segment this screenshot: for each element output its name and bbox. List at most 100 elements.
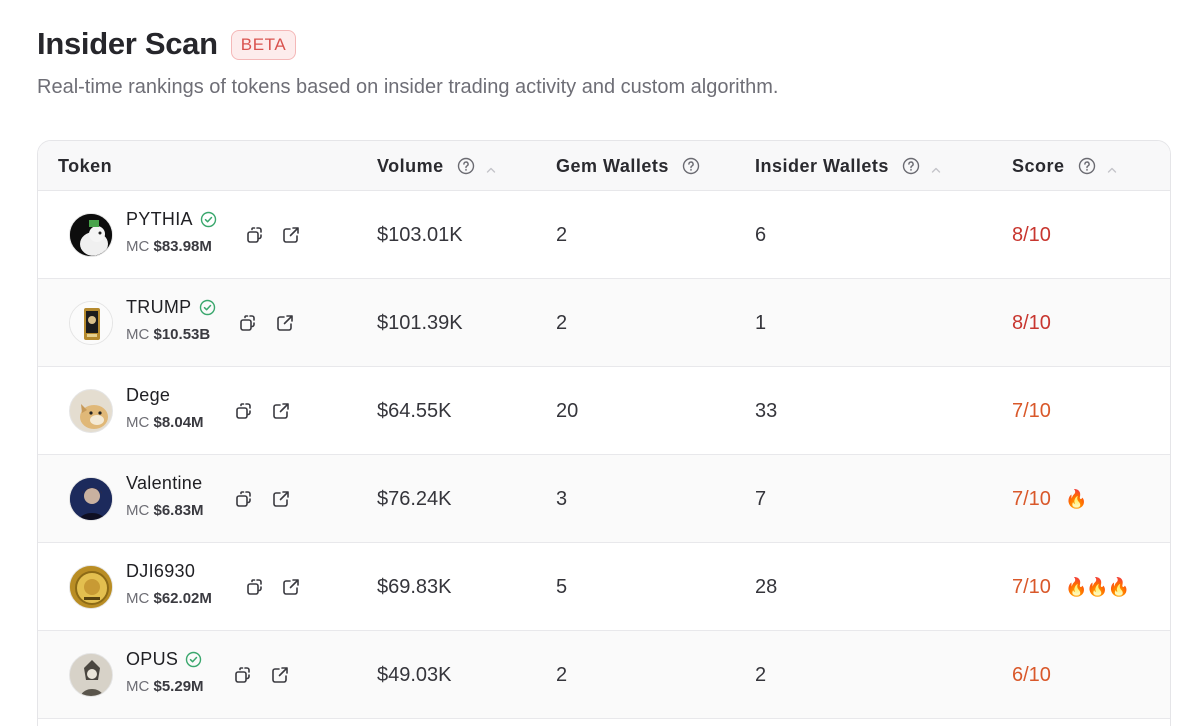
help-circle-icon[interactable] — [682, 157, 700, 175]
score-value: 7/10 — [1012, 575, 1051, 598]
token-name-text: PYTHIA — [126, 209, 193, 229]
volume-cell: $69.83K — [377, 575, 452, 598]
token-name[interactable]: PYTHIA — [126, 209, 217, 230]
market-cap-value: $6.83M — [153, 502, 204, 519]
score-cell: 7/10 — [1012, 367, 1051, 455]
gem-wallets-cell: 2 — [556, 223, 568, 246]
token-name-text: DJI6930 — [126, 561, 196, 581]
market-cap-label: MC — [126, 326, 150, 343]
rankings-table: Token Volume Gem Wallets Insider Wallets — [37, 140, 1171, 726]
column-label-gem-wallets: Gem Wallets — [556, 155, 669, 176]
market-cap: MC $10.53B — [126, 326, 210, 343]
fire-icon: 🔥 — [1064, 488, 1087, 509]
volume-cell: $103.01K — [377, 223, 463, 246]
token-avatar — [69, 653, 113, 697]
gem-wallets-cell: 2 — [556, 311, 568, 334]
token-name[interactable]: Dege — [126, 385, 170, 406]
help-circle-icon[interactable] — [902, 157, 920, 175]
score-cell: 7/10 🔥 — [1012, 455, 1087, 543]
token-avatar — [69, 389, 113, 433]
gem-wallets-cell: 2 — [556, 663, 568, 686]
token-name[interactable]: OPUS — [126, 649, 202, 670]
insider-wallets-cell: 1 — [755, 311, 767, 334]
volume-cell: $101.39K — [377, 311, 463, 334]
token-avatar — [69, 301, 113, 345]
copy-icon[interactable] — [234, 489, 254, 509]
volume-cell: $76.24K — [377, 487, 452, 510]
fire-icon: 🔥🔥🔥 — [1064, 576, 1130, 597]
token-name[interactable]: TRUMP — [126, 297, 216, 318]
volume-cell: $64.55K — [377, 399, 452, 422]
external-link-icon[interactable] — [270, 665, 290, 685]
external-link-icon[interactable] — [281, 577, 301, 597]
market-cap-value: $10.53B — [153, 326, 211, 343]
page-subtitle: Real-time rankings of tokens based on in… — [37, 76, 779, 98]
table-row[interactable]: Dege MC $8.04M $64.55K 20 33 7/10 — [38, 367, 1170, 455]
column-header-gem-wallets[interactable]: Gem Wallets — [556, 141, 700, 191]
table-row[interactable]: Valentine MC $6.83M $76.24K 3 7 7/10 🔥 — [38, 455, 1170, 543]
score-value: 8/10 — [1012, 223, 1051, 246]
verified-check-icon — [185, 651, 202, 668]
external-link-icon[interactable] — [275, 313, 295, 333]
help-circle-icon[interactable] — [1078, 157, 1096, 175]
token-name-text: Valentine — [126, 473, 203, 493]
table-header: Token Volume Gem Wallets Insider Wallets — [38, 141, 1170, 191]
token-name-text: OPUS — [126, 649, 179, 669]
sort-up-icon[interactable] — [1106, 160, 1118, 173]
gem-wallets-cell: 20 — [556, 399, 579, 422]
table-row[interactable]: DJI6930 MC $62.02M $69.83K 5 28 7/10 🔥🔥🔥 — [38, 543, 1170, 631]
page-header: Insider Scan BETA — [37, 26, 297, 62]
gem-wallets-cell: 5 — [556, 575, 568, 598]
insider-wallets-cell: 33 — [755, 399, 778, 422]
score-value: 7/10 — [1012, 399, 1051, 422]
market-cap: MC $5.29M — [126, 678, 204, 695]
market-cap: MC $83.98M — [126, 238, 212, 255]
volume-cell: $49.03K — [377, 663, 452, 686]
score-cell: 7/10 🔥🔥🔥 — [1012, 543, 1130, 631]
market-cap-label: MC — [126, 502, 150, 519]
external-link-icon[interactable] — [281, 225, 301, 245]
market-cap: MC $8.04M — [126, 414, 204, 431]
token-name[interactable]: Valentine — [126, 473, 202, 494]
gem-wallets-cell: 3 — [556, 487, 568, 510]
column-label-volume: Volume — [377, 155, 444, 176]
score-cell: 6/10 — [1012, 631, 1051, 719]
external-link-icon[interactable] — [271, 401, 291, 421]
table-row[interactable]: OPUS MC $5.29M $49.03K 2 2 6/10 — [38, 631, 1170, 719]
market-cap-value: $62.02M — [153, 590, 212, 607]
sort-up-icon[interactable] — [930, 160, 942, 173]
copy-icon[interactable] — [245, 225, 265, 245]
market-cap-value: $5.29M — [153, 678, 204, 695]
sort-up-icon[interactable] — [485, 160, 497, 173]
insider-wallets-cell: 28 — [755, 575, 778, 598]
table-row[interactable]: TRUMP MC $10.53B $101.39K 2 1 8/10 — [38, 279, 1170, 367]
help-circle-icon[interactable] — [457, 157, 475, 175]
copy-icon[interactable] — [233, 665, 253, 685]
market-cap: MC $62.02M — [126, 590, 212, 607]
market-cap: MC $6.83M — [126, 502, 204, 519]
copy-icon[interactable] — [238, 313, 258, 333]
insider-wallets-cell: 2 — [755, 663, 767, 686]
market-cap-value: $83.98M — [153, 238, 212, 255]
copy-icon[interactable] — [245, 577, 265, 597]
verified-check-icon — [200, 211, 217, 228]
token-name[interactable]: DJI6930 — [126, 561, 195, 582]
copy-icon[interactable] — [234, 401, 254, 421]
market-cap-label: MC — [126, 590, 150, 607]
insider-wallets-cell: 7 — [755, 487, 767, 510]
column-header-volume[interactable]: Volume — [377, 141, 497, 191]
column-label-score: Score — [1012, 155, 1065, 176]
verified-check-icon — [199, 299, 216, 316]
column-label-insider-wallets: Insider Wallets — [755, 155, 889, 176]
token-avatar — [69, 213, 113, 257]
table-row[interactable]: PYTHIA MC $83.98M $103.01K 2 6 8/10 — [38, 191, 1170, 279]
external-link-icon[interactable] — [271, 489, 291, 509]
token-name-text: Dege — [126, 385, 171, 405]
market-cap-label: MC — [126, 678, 150, 695]
market-cap-label: MC — [126, 414, 150, 431]
column-header-insider-wallets[interactable]: Insider Wallets — [755, 141, 942, 191]
page-title: Insider Scan — [37, 26, 218, 61]
insider-wallets-cell: 6 — [755, 223, 767, 246]
column-header-score[interactable]: Score — [1012, 141, 1118, 191]
